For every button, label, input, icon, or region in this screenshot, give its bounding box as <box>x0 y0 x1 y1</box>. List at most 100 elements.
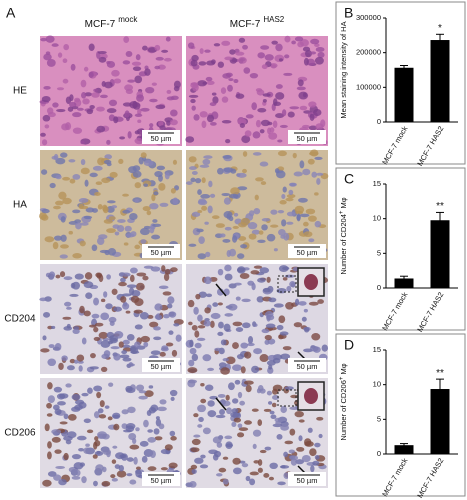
cell-nucleus <box>161 49 169 53</box>
cell-nucleus <box>240 342 249 349</box>
cell-nucleus <box>94 440 101 447</box>
cell-nucleus <box>121 350 128 355</box>
cell-nucleus <box>193 306 199 315</box>
cell-nucleus <box>144 390 154 397</box>
cell-nucleus <box>95 181 103 186</box>
cell-nucleus <box>205 76 213 82</box>
cell-nucleus <box>163 273 170 281</box>
cell-nucleus <box>106 274 111 280</box>
cell-nucleus <box>259 129 265 134</box>
cell-nucleus <box>259 449 267 454</box>
cell-nucleus <box>231 421 237 428</box>
cell-nucleus <box>317 51 325 59</box>
y-axis-label: Number of CD206+ Mφ <box>339 363 348 440</box>
cell-nucleus <box>267 121 273 126</box>
cell-nucleus <box>125 51 133 57</box>
cell-nucleus <box>296 446 305 452</box>
cell-nucleus <box>104 405 110 409</box>
cell-nucleus <box>237 186 248 191</box>
cell-nucleus <box>237 118 247 125</box>
cell-nucleus <box>47 111 56 118</box>
cell-nucleus <box>314 156 323 161</box>
cell-nucleus <box>170 188 176 194</box>
inset <box>297 267 325 297</box>
cell-nucleus <box>47 358 57 367</box>
cell-nucleus <box>120 277 126 283</box>
cell-nucleus <box>84 92 93 97</box>
cell-nucleus <box>244 420 252 425</box>
cell-nucleus <box>261 64 268 70</box>
cell-nucleus <box>158 285 169 290</box>
cell-nucleus <box>65 383 72 388</box>
cell-nucleus <box>126 333 135 341</box>
cell-nucleus <box>238 427 249 432</box>
cell-nucleus <box>136 272 147 277</box>
cell-nucleus <box>134 244 141 250</box>
cell-nucleus <box>304 438 312 447</box>
cell-nucleus <box>197 189 202 196</box>
cell-nucleus <box>98 414 107 419</box>
cell-nucleus <box>80 222 89 226</box>
cell-nucleus <box>265 323 276 329</box>
cell-nucleus <box>201 120 207 129</box>
cell-nucleus <box>125 88 134 95</box>
cell-nucleus <box>53 386 63 393</box>
y-tick-label: 0 <box>377 283 381 292</box>
cell-nucleus <box>173 323 180 327</box>
cell-nucleus <box>121 409 129 415</box>
cell-nucleus <box>275 113 285 119</box>
cell-nucleus <box>193 413 199 418</box>
cell-nucleus <box>313 108 322 117</box>
cell-nucleus <box>170 109 178 117</box>
cell-nucleus <box>81 476 87 484</box>
cell-nucleus <box>210 312 221 320</box>
cell-nucleus <box>225 139 231 144</box>
cell-nucleus <box>245 475 251 482</box>
cell-nucleus <box>93 480 98 487</box>
cell-nucleus <box>236 353 244 360</box>
cell-nucleus <box>276 434 283 440</box>
cell-nucleus <box>220 339 227 346</box>
cell-nucleus <box>118 281 127 287</box>
cell-nucleus <box>269 462 278 470</box>
cell-nucleus <box>142 275 149 281</box>
cell-nucleus <box>266 390 272 396</box>
cell-nucleus <box>315 123 324 130</box>
cell-nucleus <box>279 124 288 128</box>
cell-nucleus <box>239 122 246 129</box>
cell-nucleus <box>98 56 107 63</box>
cell-nucleus <box>224 435 233 440</box>
cell-nucleus <box>234 379 241 385</box>
cell-nucleus <box>97 431 107 439</box>
cell-nucleus <box>173 85 180 92</box>
cell-nucleus <box>78 448 85 452</box>
cell-nucleus <box>262 93 271 97</box>
cell-nucleus <box>227 382 235 391</box>
cell-nucleus <box>135 466 141 471</box>
cell-nucleus <box>197 404 206 413</box>
cell-nucleus <box>55 465 65 469</box>
cell-nucleus <box>222 155 232 159</box>
cell-nucleus <box>164 172 170 180</box>
cell-nucleus <box>79 240 86 247</box>
bar <box>394 278 414 289</box>
cell-nucleus <box>152 219 158 223</box>
bar <box>394 67 414 123</box>
cell-nucleus <box>106 61 116 68</box>
cell-nucleus <box>58 478 67 486</box>
cell-nucleus <box>51 155 58 160</box>
scale-bar-label: 50 µm <box>151 362 172 371</box>
cell-nucleus <box>219 233 226 238</box>
cell-nucleus <box>199 48 204 54</box>
cell-nucleus <box>68 230 73 235</box>
cell-nucleus <box>277 209 285 214</box>
cell-nucleus <box>288 449 295 454</box>
cell-nucleus <box>122 60 131 65</box>
cell-nucleus <box>51 429 62 435</box>
cell-nucleus <box>129 444 140 450</box>
cell-nucleus <box>259 267 270 274</box>
cell-nucleus <box>132 66 142 71</box>
cell-nucleus <box>196 337 206 341</box>
cell-nucleus <box>123 242 129 246</box>
cell-nucleus <box>156 165 166 171</box>
